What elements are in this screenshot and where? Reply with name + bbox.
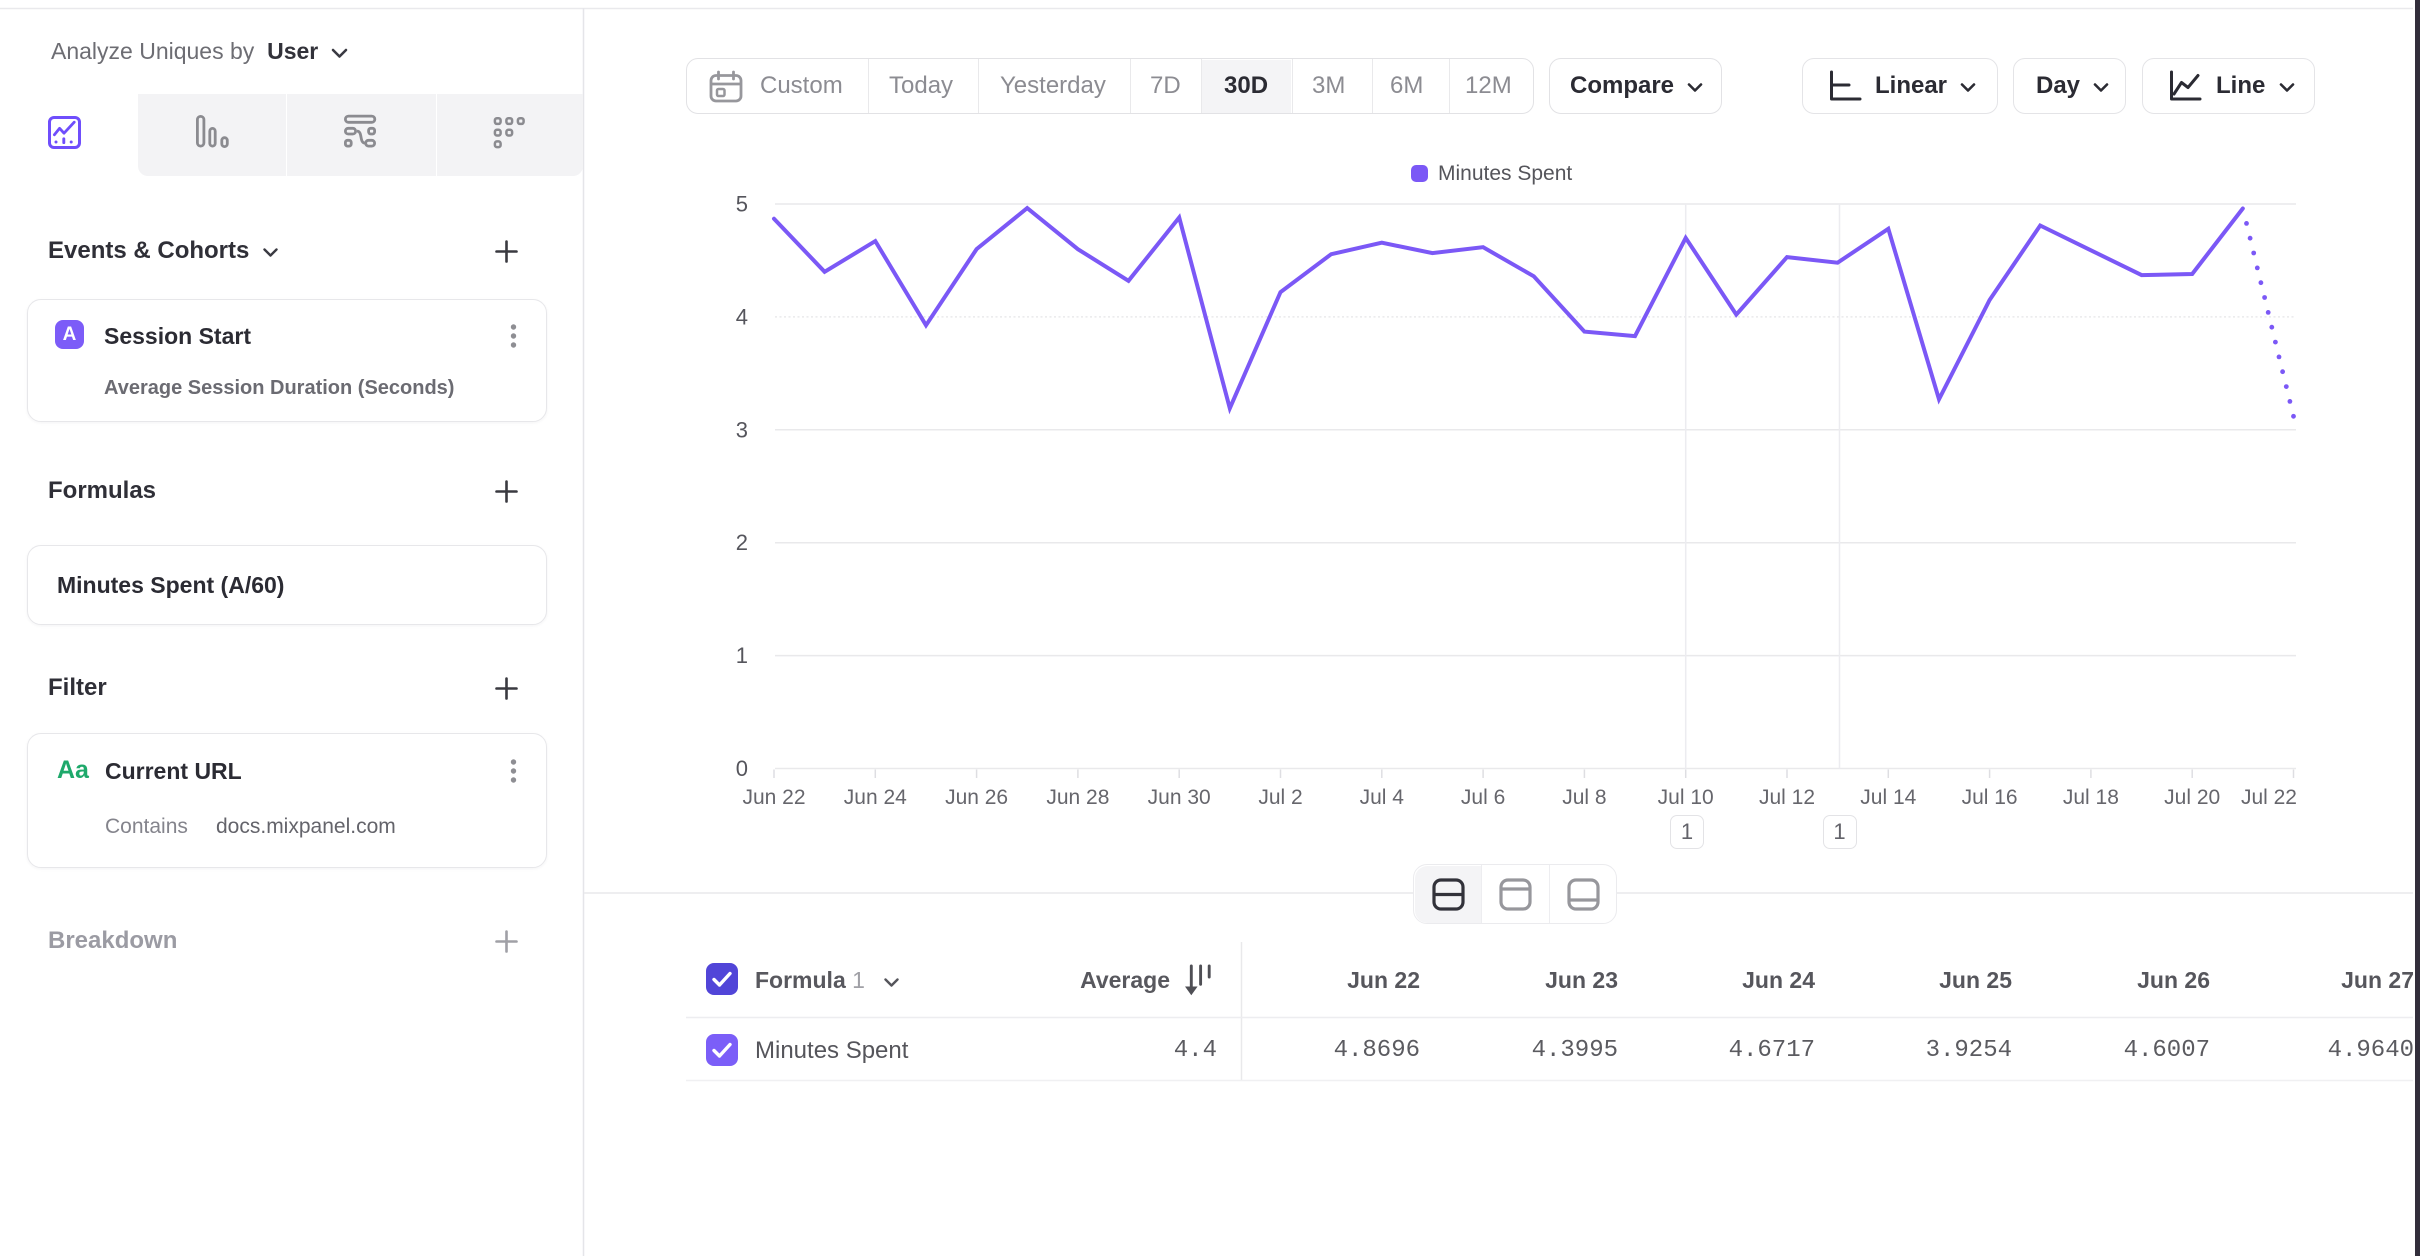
svg-text:0: 0	[736, 756, 748, 781]
svg-text:Jul 6: Jul 6	[1461, 786, 1505, 809]
svg-text:Jul 12: Jul 12	[1759, 786, 1815, 809]
svg-text:Jul 16: Jul 16	[1962, 786, 2018, 809]
svg-text:2: 2	[736, 530, 748, 555]
svg-text:4: 4	[736, 304, 748, 329]
svg-text:5: 5	[736, 192, 748, 217]
svg-text:3: 3	[736, 417, 748, 442]
svg-text:Jul 8: Jul 8	[1562, 786, 1606, 809]
svg-text:1: 1	[736, 643, 748, 668]
svg-text:Jun 28: Jun 28	[1046, 786, 1109, 809]
svg-text:Jul 14: Jul 14	[1860, 786, 1916, 809]
svg-text:Jul 18: Jul 18	[2063, 786, 2119, 809]
svg-text:Jun 24: Jun 24	[844, 786, 907, 809]
svg-text:Jun 30: Jun 30	[1148, 786, 1211, 809]
svg-text:Jun 26: Jun 26	[945, 786, 1008, 809]
svg-text:Jul 22: Jul 22	[2241, 786, 2297, 809]
svg-text:Jul 2: Jul 2	[1258, 786, 1302, 809]
svg-text:Jul 10: Jul 10	[1658, 786, 1714, 809]
svg-text:Jul 20: Jul 20	[2164, 786, 2220, 809]
svg-text:Jun 22: Jun 22	[742, 786, 805, 809]
svg-text:Jul 4: Jul 4	[1360, 786, 1405, 809]
